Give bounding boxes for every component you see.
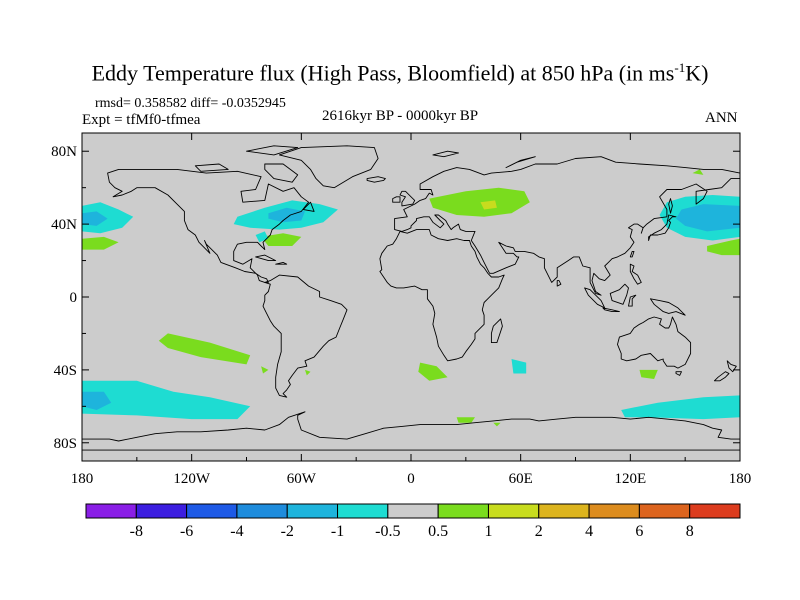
colorbar-swatch [286, 503, 339, 519]
coast-madagascar [490, 318, 503, 344]
stats-label: rmsd= 0.358582 diff= -0.0352945 [95, 96, 286, 111]
y-tick-label: 0 [70, 290, 78, 306]
coast-philippines [629, 263, 642, 285]
region-southern-ocean-green-1 [456, 417, 475, 423]
coast-victoria-island [194, 163, 229, 172]
coast-uk [399, 190, 416, 207]
coast-ireland [392, 196, 401, 203]
coast-cuba [255, 254, 277, 262]
coast-ellesmere-island [246, 145, 299, 156]
region-southern-ocean-pacific-core [82, 391, 112, 410]
colorbar-swatch [85, 503, 137, 519]
colorbar-swatch [487, 503, 540, 519]
map-axes: 180 120W 60W 0 60E 120E 180 80N 40N 0 40S 80S [51, 133, 751, 487]
anomaly-regions [82, 169, 740, 427]
coast-tasmania [675, 371, 682, 376]
coast-sri-lanka [556, 280, 562, 287]
colorbar-label: 1 [484, 523, 492, 540]
coast-sakhalin [668, 198, 673, 214]
y-tick-label: 80S [54, 436, 77, 452]
coast-antarctica [81, 411, 741, 451]
coast-newfoundland [302, 201, 315, 212]
region-nw-pacific-core [676, 204, 740, 232]
colorbar-swatch [689, 503, 741, 519]
region-southern-ocean-green-2 [493, 422, 501, 427]
colorbar-swatch [135, 503, 188, 519]
coast-borneo [609, 283, 629, 305]
colorbar-swatch [337, 503, 389, 519]
region-s-indian-green-1 [418, 362, 448, 381]
region-arctic-green [692, 169, 704, 175]
coast-new-zealand-s [713, 371, 730, 382]
region-n-pacific-subtrop-west [82, 236, 119, 250]
region-s-atlantic-green [305, 369, 311, 376]
period-label: 2616kyr BP - 0000kyr BP [322, 108, 479, 124]
colorbar-label: -0.5 [375, 523, 400, 540]
coast-taiwan [629, 250, 635, 258]
season-label: ANN [705, 110, 738, 126]
colorbar-label: 0.5 [428, 523, 448, 540]
coast-sulawesi [628, 294, 637, 307]
region-eurasia [429, 187, 530, 217]
region-s-pacific-green [158, 333, 251, 365]
region-s-indian-cyan [511, 359, 527, 374]
region-n-atlantic-subtrop [261, 233, 302, 246]
coast-north-america [107, 168, 310, 283]
experiment-label: Expt = tfMf0-tfmea [82, 112, 201, 128]
x-tick-label: 0 [407, 471, 415, 487]
region-eurasia-core [480, 200, 497, 210]
y-tick-label: 40S [54, 363, 77, 379]
colorbar-label: -4 [230, 523, 243, 540]
x-tick-label: 180 [729, 471, 752, 487]
coast-new-guinea [649, 298, 686, 316]
x-tick-label: 180 [71, 471, 94, 487]
coast-svalbard [432, 150, 459, 158]
x-tick-label: 120E [614, 471, 646, 487]
coast-south-america [262, 274, 348, 398]
colorbar-label: -8 [130, 523, 143, 540]
colorbar-swatch [186, 503, 238, 519]
coast-iceland [366, 176, 386, 183]
colorbar-swatch [437, 503, 489, 519]
coastlines [81, 145, 741, 451]
coast-japan [648, 214, 677, 241]
colorbar-label: 4 [585, 523, 593, 540]
colorbar-swatch [638, 503, 691, 519]
region-nw-pacific-subtrop [707, 238, 740, 256]
colorbar-swatch [588, 503, 640, 519]
colorbar-label: 8 [686, 523, 694, 540]
coast-java [602, 307, 620, 313]
region-n-atlantic-core [268, 207, 305, 223]
y-tick-label: 80N [51, 144, 77, 160]
x-tick-label: 120W [173, 471, 211, 487]
region-s-pacific-green-small [261, 366, 269, 374]
y-tick-label: 40N [51, 217, 77, 233]
coast-novaya-zemlya [505, 156, 536, 169]
region-southern-ocean-indopacific [621, 395, 740, 420]
coast-australia [617, 316, 692, 369]
colorbar-swatch [387, 503, 439, 519]
colorbar-label: -2 [281, 523, 294, 540]
colorbar-label: 6 [635, 523, 643, 540]
coast-hispaniola [275, 261, 288, 265]
coast-new-zealand-n [726, 360, 737, 373]
x-tick-label: 60E [509, 471, 533, 487]
colorbar: -8 -6 -4 -2 -1 -0.5 0.5 1 2 4 6 8 [85, 503, 741, 540]
colorbar-label: -1 [331, 523, 344, 540]
region-southern-ocean-pacific [82, 380, 251, 420]
x-tick-label: 60W [287, 471, 317, 487]
region-n-pacific-west-core [82, 211, 108, 226]
coast-greenland [278, 145, 379, 189]
plot-title: Eddy Temperature flux (High Pass, Bloomf… [91, 60, 709, 86]
colorbar-swatch [236, 503, 288, 519]
colorbar-swatch [538, 503, 590, 519]
colorbar-label: 2 [535, 523, 543, 540]
coast-africa [379, 229, 505, 362]
colorbar-label: -6 [180, 523, 193, 540]
region-s-australia-green [639, 369, 658, 379]
coast-eurasia [394, 156, 741, 296]
coast-baffin-island [264, 163, 299, 183]
